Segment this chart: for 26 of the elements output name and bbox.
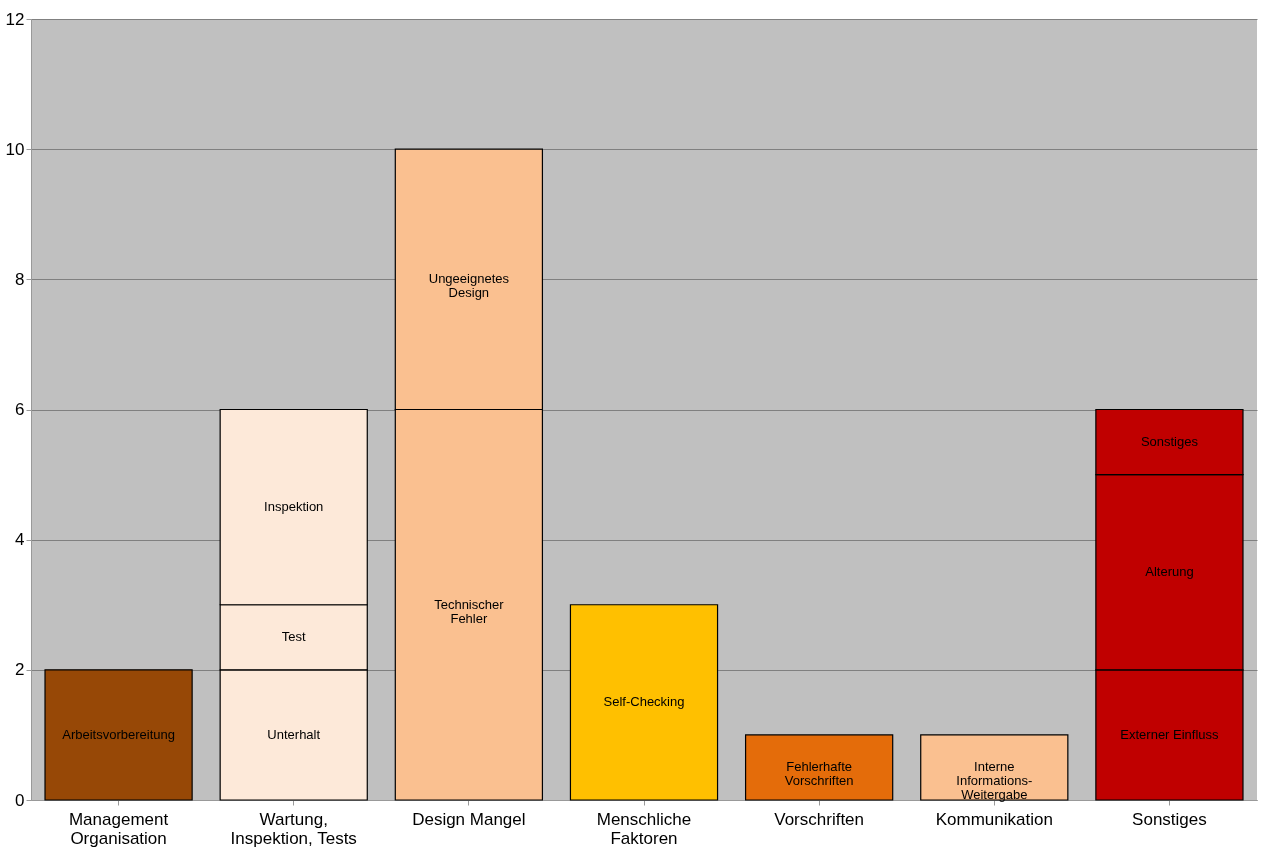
- series-label: Unterhalt: [267, 726, 321, 742]
- x-tick-label: Menschliche Faktoren: [596, 809, 692, 848]
- y-tick-label: 10: [5, 139, 25, 159]
- series-label: Externer Einfluss: [1120, 726, 1220, 742]
- x-tick-label: Vorschriften: [774, 809, 865, 829]
- x-tick-label: Wartung, Inspektion, Tests: [230, 809, 357, 848]
- series-label: Test: [281, 629, 307, 645]
- series-label: Ungeeignetes Design: [428, 271, 510, 301]
- y-tick-label: 6: [15, 400, 25, 419]
- y-tick-label: 4: [15, 530, 25, 550]
- y-tick-label: 2: [15, 660, 25, 680]
- series-label: Technischer Fehler: [434, 596, 505, 626]
- series-label: Interne Informations-Weitergabe: [956, 759, 1033, 803]
- y-tick-label: 0: [15, 790, 25, 810]
- series-label: Inspektion: [264, 499, 324, 515]
- series-label: Alterung: [1145, 564, 1194, 580]
- x-tick-label: Design Mangel: [412, 809, 526, 829]
- series-label: Fehlerhafte Vorschriften: [784, 759, 854, 789]
- y-tick-label: 8: [15, 269, 25, 289]
- x-tick-label: Management Organisation: [68, 809, 169, 848]
- x-tick-label: Sonstiges: [1132, 809, 1207, 829]
- x-tick-label: Kommunikation: [935, 809, 1053, 829]
- y-tick-label: 12: [5, 9, 25, 29]
- series-label: Self-Checking: [603, 694, 685, 710]
- series-label: Sonstiges: [1140, 434, 1199, 450]
- series-label: Arbeitsvorbereitung: [62, 726, 175, 742]
